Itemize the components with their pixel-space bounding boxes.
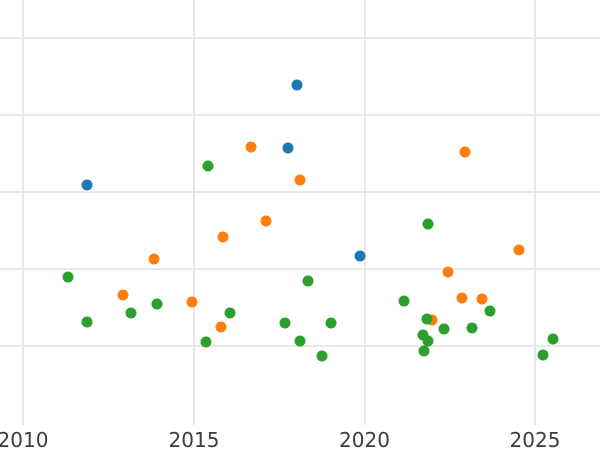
horizontal-gridline	[0, 114, 600, 116]
scatter-point-green	[202, 160, 214, 172]
scatter-point-green	[224, 307, 236, 319]
scatter-point-orange	[459, 146, 471, 158]
scatter-point-orange	[260, 215, 272, 227]
scatter-point-green	[279, 317, 291, 329]
scatter-point-blue	[282, 142, 294, 154]
scatter-point-green	[125, 307, 137, 319]
scatter-point-green	[81, 316, 93, 328]
scatter-point-orange	[245, 141, 257, 153]
scatter-point-orange	[117, 289, 129, 301]
horizontal-gridline	[0, 268, 600, 270]
scatter-point-green	[302, 275, 314, 287]
scatter-point-green	[537, 349, 549, 361]
scatter-point-blue	[291, 79, 303, 91]
x-tick-label: 2020	[339, 428, 390, 452]
horizontal-gridline	[0, 37, 600, 39]
scatter-point-blue	[354, 250, 366, 262]
scatter-point-green	[417, 329, 429, 341]
x-tick-label: 2025	[509, 428, 561, 452]
vertical-gridline	[363, 0, 366, 425]
scatter-point-orange	[513, 244, 525, 256]
vertical-gridline	[193, 0, 195, 425]
x-tick-label: 2010	[0, 428, 49, 452]
scatter-point-green	[422, 218, 434, 230]
vertical-gridline	[22, 0, 24, 425]
scatter-point-green	[200, 336, 212, 348]
x-tick-label: 2015	[168, 428, 220, 452]
scatter-point-green	[62, 271, 74, 283]
scatter-point-orange	[456, 292, 468, 304]
scatter-point-orange	[217, 231, 229, 243]
scatter-point-green	[398, 295, 410, 307]
scatter-point-orange	[442, 266, 454, 278]
scatter-point-green	[316, 350, 328, 362]
scatter-point-green	[484, 305, 496, 317]
scatter-point-orange	[476, 293, 488, 305]
scatter-point-green	[422, 335, 434, 347]
scatter-point-green	[151, 298, 163, 310]
scatter-point-green	[438, 323, 450, 335]
scatter-point-orange	[215, 321, 227, 333]
vertical-gridline	[534, 0, 536, 425]
scatter-point-green	[547, 333, 559, 345]
scatter-point-green	[421, 313, 433, 325]
scatter-point-green	[466, 322, 478, 334]
scatter-point-orange	[148, 253, 160, 265]
scatter-point-orange	[294, 174, 306, 186]
scatter-point-orange	[186, 296, 198, 308]
horizontal-gridline	[0, 191, 600, 193]
scatter-point-green	[294, 335, 306, 347]
scatter-point-blue	[81, 179, 93, 191]
scatter-point-green	[418, 345, 430, 357]
scatter-point-green	[325, 317, 337, 329]
